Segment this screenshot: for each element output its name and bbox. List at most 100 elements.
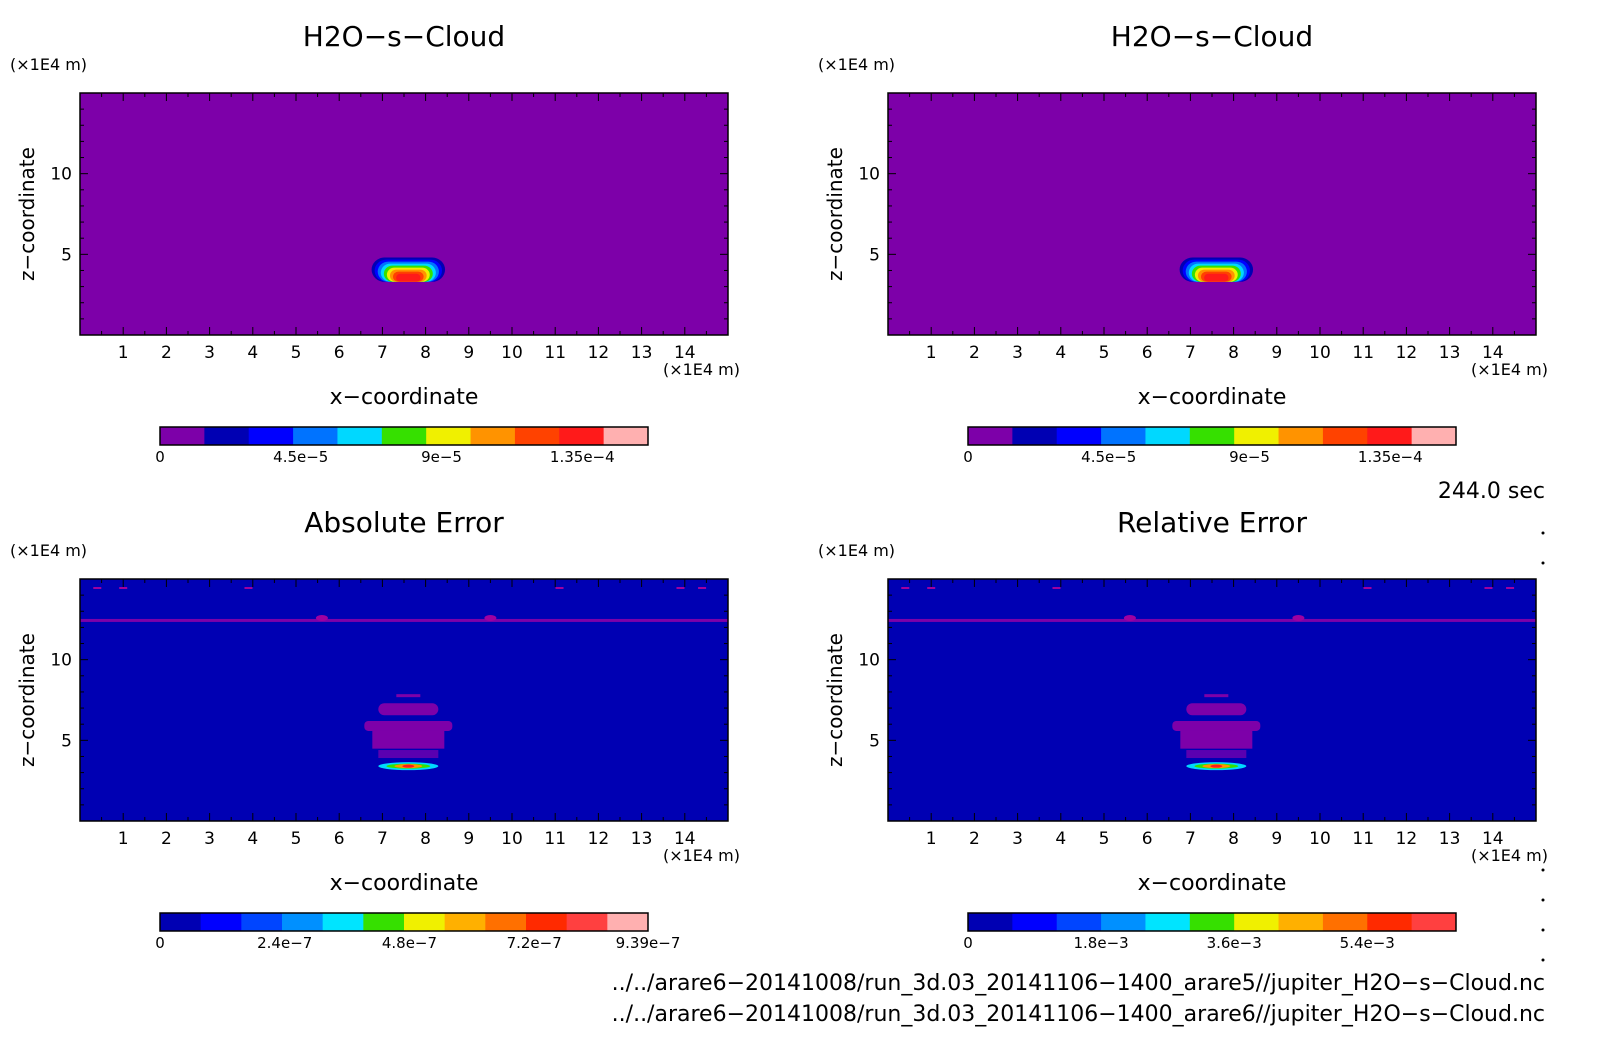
y-unit-label: (×1E4 m) (818, 541, 895, 560)
panel-4: Relative Error(×1E4 m)1 2 3 4 5 6 7 8 9 10 11 12 13 1… (818, 506, 1548, 952)
colorbar-swatch (559, 427, 605, 445)
x-tick-label: 11 (1352, 829, 1374, 849)
error-structure (372, 730, 445, 749)
x-tick-label: 12 (588, 343, 610, 363)
colorbar-tick-label: 0 (963, 448, 973, 466)
colorbar-swatch (337, 427, 383, 445)
x-tick-label: 6 (334, 829, 345, 849)
x-tick-label: 9 (1271, 829, 1282, 849)
colorbar-swatch (241, 913, 283, 931)
error-structure (1186, 703, 1247, 716)
error-structure (1180, 730, 1253, 749)
x-tick-label: 11 (1352, 343, 1374, 363)
x-tick-label: 10 (501, 829, 523, 849)
panel-title: H2O−s−Cloud (1111, 20, 1313, 53)
x-unit-label: (×1E4 m) (1471, 846, 1548, 865)
panel-2: H2O−s−Cloud(×1E4 m)1 2 3 4 5 6 7 8 9 10 11 12 13 1451… (818, 20, 1548, 466)
x-tick-label: 5 (291, 829, 302, 849)
x-tick-label: 14 (674, 343, 696, 363)
x-tick-label: 2 (161, 829, 172, 849)
error-structure (1172, 720, 1261, 731)
colorbar-swatch (1234, 427, 1280, 445)
colorbar-swatch (1101, 427, 1146, 445)
error-structure (378, 750, 439, 759)
cloud-contour (396, 273, 421, 282)
x-tick-label: 8 (420, 343, 431, 363)
x-tick-label: 5 (1099, 829, 1110, 849)
colorbar-swatch (1367, 427, 1413, 445)
error-structure (1186, 750, 1247, 759)
colorbar-tick-label: 7.2e−7 (507, 934, 562, 952)
colorbar-swatch (322, 913, 364, 931)
error-contour (402, 764, 415, 768)
colorbar-swatch (968, 427, 1013, 445)
x-tick-label: 3 (1012, 829, 1023, 849)
y-tick-label: 5 (869, 245, 880, 265)
colorbar-frame (967, 426, 1457, 446)
edge-speck (1363, 587, 1372, 589)
x-tick-label: 3 (204, 829, 215, 849)
x-tick-label: 3 (1012, 343, 1023, 363)
band-bump (315, 614, 328, 621)
x-tick-label: 1 (926, 829, 937, 849)
edge-speck (119, 587, 128, 589)
colorbar-swatch (160, 913, 202, 931)
colorbar-swatch (426, 427, 472, 445)
band-bump (1292, 614, 1305, 621)
panel-title: H2O−s−Cloud (303, 20, 505, 53)
x-tick-label: 2 (969, 829, 980, 849)
colorbar-swatch (485, 913, 527, 931)
colorbar-tick-label: 1.35e−4 (550, 448, 615, 466)
colorbar-swatch (566, 913, 608, 931)
colorbar-swatch (1056, 427, 1102, 445)
error-structure (1204, 694, 1229, 698)
x-unit-label: (×1E4 m) (663, 846, 740, 865)
x-tick-label: 5 (1099, 343, 1110, 363)
edge-speck (901, 587, 910, 589)
colorbar-swatch (200, 913, 242, 931)
y-tick-label: 10 (858, 651, 880, 671)
colorbar-swatch (160, 427, 205, 445)
x-tick-label: 8 (1228, 343, 1239, 363)
colorbar-swatch (968, 913, 1013, 931)
x-tick-label: 7 (1185, 343, 1196, 363)
error-structure (378, 703, 439, 716)
x-tick-label: 11 (544, 829, 566, 849)
edge-speck (93, 587, 102, 589)
colorbar-tick-label: 4.5e−5 (273, 448, 328, 466)
colorbar-tick-label: 0 (155, 934, 165, 952)
edge-speck (1506, 587, 1515, 589)
y-tick-label: 10 (50, 651, 72, 671)
edge-speck (1052, 587, 1061, 589)
colorbar-swatch (444, 913, 486, 931)
x-tick-label: 10 (501, 343, 523, 363)
x-tick-label: 2 (161, 343, 172, 363)
edge-speck (698, 587, 707, 589)
colorbar-swatch (1322, 427, 1368, 445)
y-tick-label: 5 (61, 731, 72, 751)
x-tick-label: 6 (334, 343, 345, 363)
error-band (888, 618, 1536, 622)
y-axis-label: z−coordinate (15, 633, 39, 767)
colorbar-tick-label: 0 (155, 448, 165, 466)
colorbar-swatch (1278, 427, 1324, 445)
colorbar-swatch (1056, 913, 1102, 931)
right-edge-dots (1541, 531, 1545, 962)
x-tick-label: 13 (631, 343, 653, 363)
x-axis-label: x−coordinate (1138, 871, 1287, 896)
error-contour (1210, 764, 1223, 768)
x-tick-label: 3 (204, 343, 215, 363)
band-bump (1123, 614, 1136, 621)
x-tick-label: 9 (463, 829, 474, 849)
x-tick-label: 14 (1482, 343, 1504, 363)
panels-layer: H2O−s−Cloud(×1E4 m)1 2 3 4 5 6 7 8 9 10 11 12 13 1451… (10, 20, 1548, 952)
plot-background (888, 93, 1536, 335)
x-tick-label: 2 (969, 343, 980, 363)
y-unit-label: (×1E4 m) (818, 55, 895, 74)
colorbar-tick-label: 3.6e−3 (1207, 934, 1262, 952)
colorbar-frame (159, 912, 649, 932)
x-tick-label: 1 (926, 343, 937, 363)
file-path-2: ../../arare6−20141008/run_3d.03_20141106… (612, 1002, 1545, 1027)
colorbar-swatch (526, 913, 568, 931)
